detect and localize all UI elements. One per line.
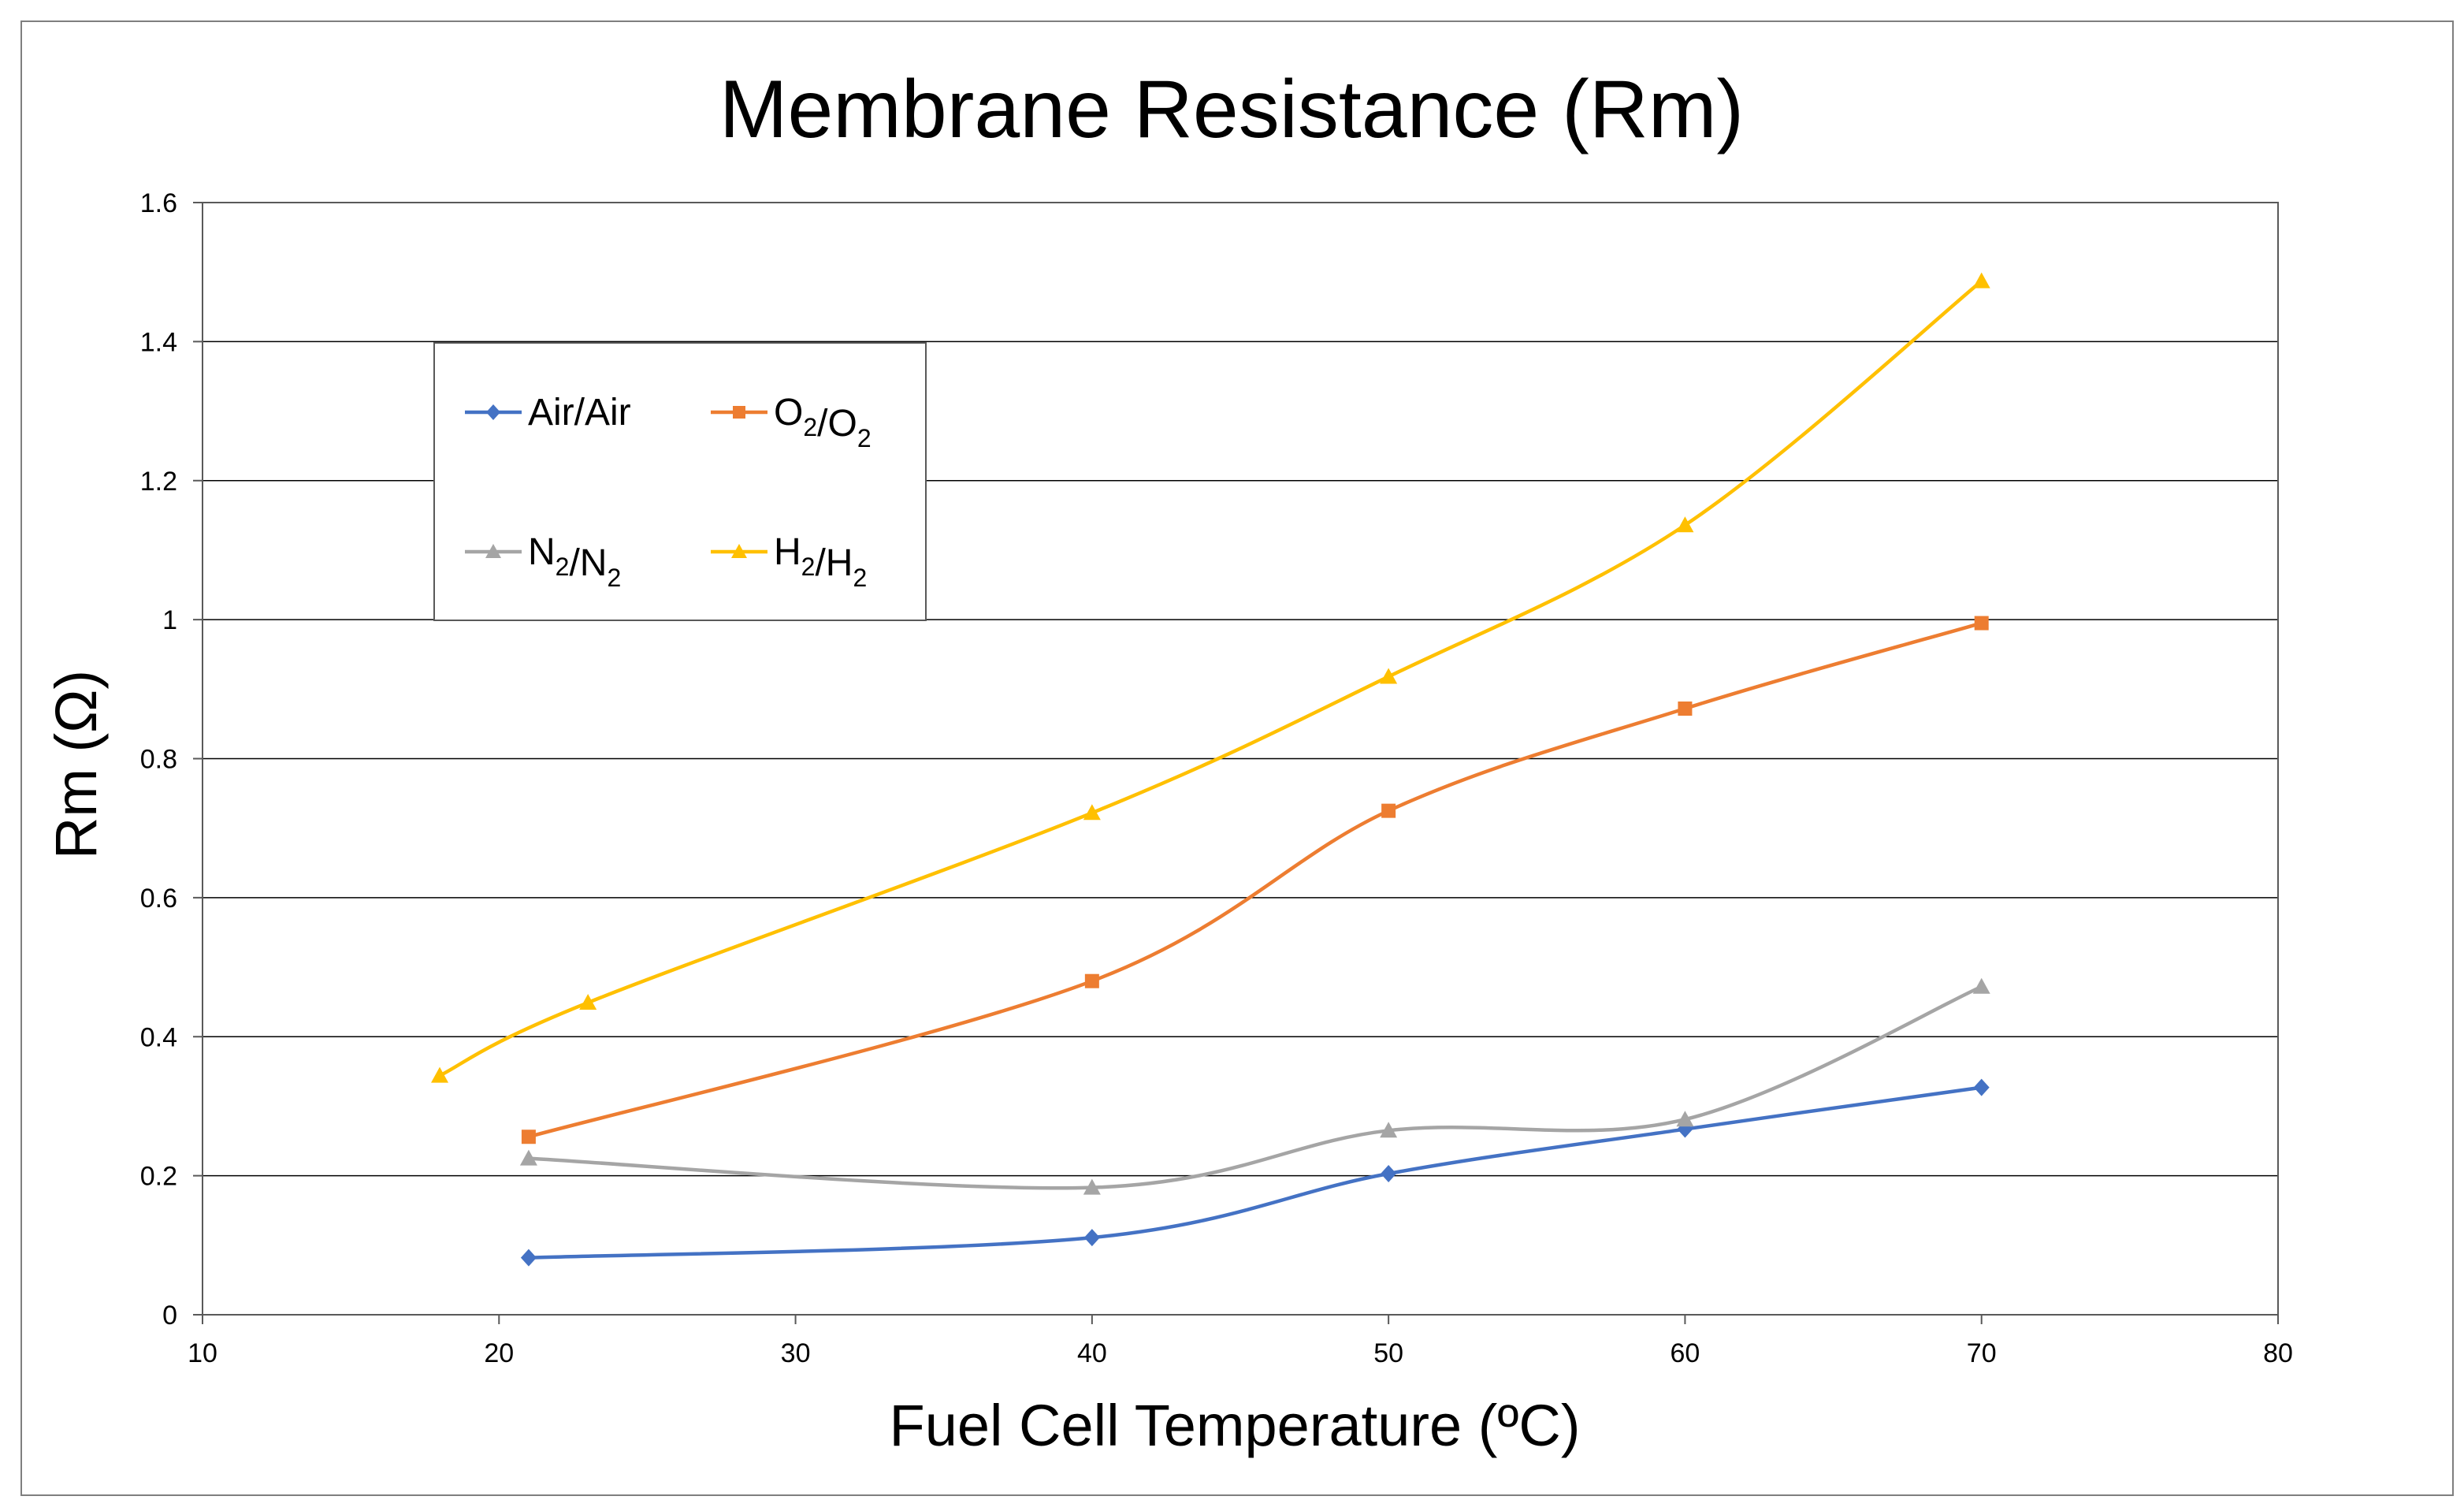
y-tick-label: 1.6 [140,188,177,218]
series-2 [519,977,1990,1195]
x-tick-label: 10 [188,1338,217,1368]
x-tick-label: 70 [1967,1338,1997,1368]
legend-swatch-marker [485,544,501,558]
x-tick-label: 80 [2263,1338,2293,1368]
legend-swatch-marker [733,406,745,419]
y-tick-label: 0.6 [140,884,177,914]
series-0 [520,1078,1990,1267]
series-line [437,279,1983,1077]
x-tick-label: 50 [1373,1338,1403,1368]
data-point [579,994,597,1010]
x-axis-title: Fuel Cell Temperature (ºC) [890,1393,1581,1458]
legend-item: Air/Air [465,392,631,434]
x-tick-label: 60 [1671,1338,1700,1368]
data-point [1083,804,1101,821]
legend-item: O2/O2 [711,392,872,452]
legend-items: Air/Air O2/O2 N2/N2 H2/H2 [465,392,872,592]
y-tick-label: 1.2 [140,467,177,497]
data-point [431,1066,449,1083]
legend-item: H2/H2 [711,531,867,592]
data-point [520,1249,537,1267]
x-tick-label: 40 [1077,1338,1107,1368]
legend-label: N2/N2 [528,531,621,592]
x-axis-ticks: 10 20 30 40 50 60 70 80 [188,1315,2293,1368]
y-tick-label: 0.2 [140,1162,177,1192]
data-point [1972,272,1990,288]
legend-label: Air/Air [528,392,631,434]
data-point [1381,803,1396,818]
data-point [1676,1111,1694,1127]
data-point [1973,1078,1990,1096]
series-layer [431,272,1990,1267]
data-point [1676,516,1694,533]
legend-swatch-marker [486,404,500,420]
series-3 [431,272,1990,1083]
y-tick-label: 0.8 [140,745,177,775]
y-tick-label: 0 [162,1301,177,1330]
data-point [1972,977,1990,994]
y-tick-label: 1.4 [140,327,177,357]
legend-label: H2/H2 [774,531,867,592]
series-line [526,984,1983,1190]
data-point [1380,1122,1398,1138]
series-line [526,621,1983,1139]
legend-swatch-marker [731,544,747,558]
data-point [1380,668,1398,684]
legend-box [433,342,927,621]
data-point [1083,1229,1100,1247]
y-tick-label: 0.4 [140,1022,177,1052]
chart-title: Membrane Resistance (Rm) [719,64,1744,155]
data-point [1381,1164,1397,1182]
data-point [1083,1178,1101,1195]
data-point [519,1149,537,1166]
legend: Air/Air O2/O2 N2/N2 H2/H2 [433,342,927,621]
data-point [1678,702,1693,716]
y-axis-ticks: 0 0.2 0.4 0.6 0.8 1 1.2 1.4 1.6 [140,188,203,1330]
x-tick-label: 20 [484,1338,514,1368]
series-1 [521,616,1989,1144]
y-tick-label: 1 [162,605,177,635]
data-point [1974,616,1989,631]
data-point [521,1130,536,1144]
series-line [526,1085,1983,1260]
legend-label: O2/O2 [774,392,872,452]
data-point [1084,973,1099,988]
x-tick-label: 30 [781,1338,811,1368]
y-axis-title: Rm (Ω) [43,670,109,859]
legend-item: N2/N2 [465,531,621,592]
